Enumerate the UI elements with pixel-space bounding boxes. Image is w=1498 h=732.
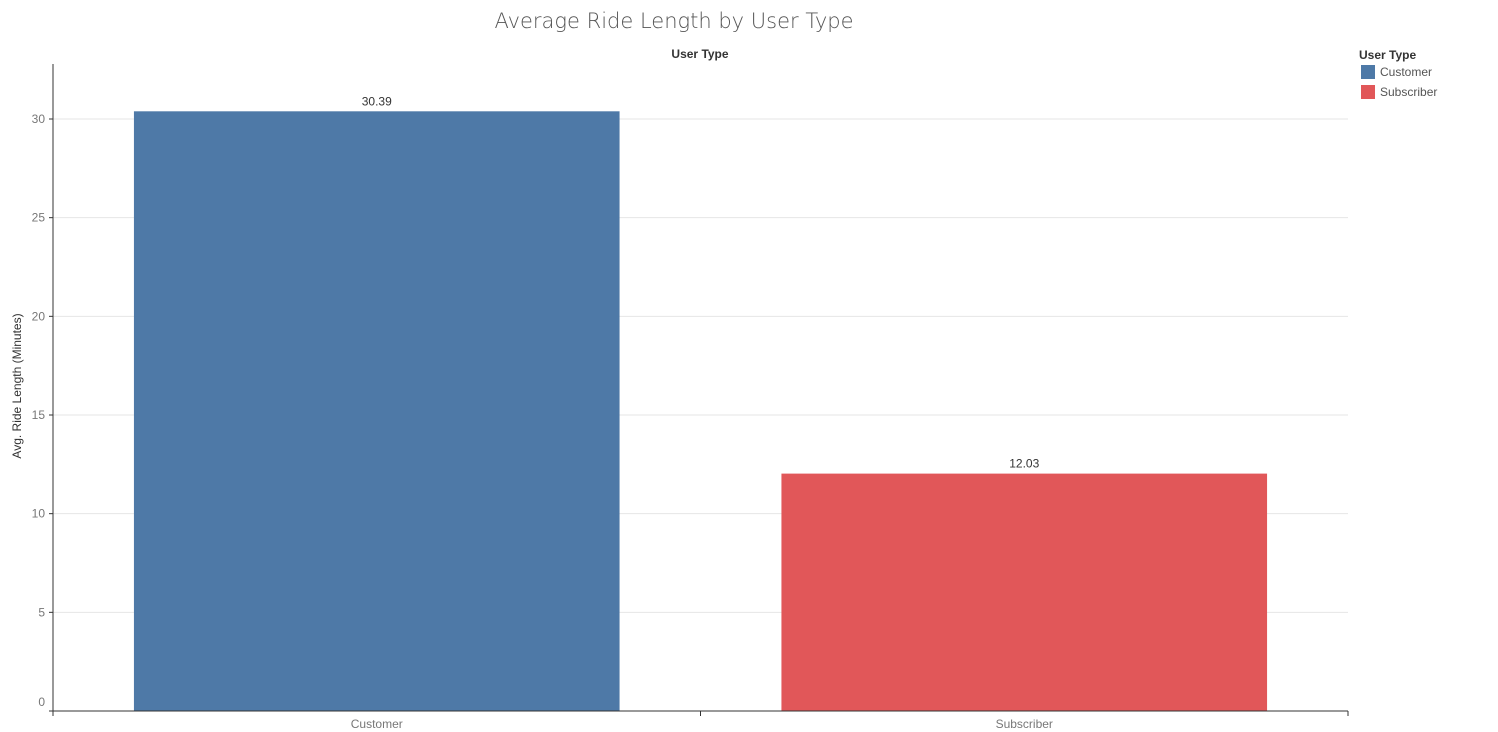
chart-title: Average Ride Length by User Type	[494, 9, 853, 33]
y-axis-ticks: 0 5 10 15 20 25 30	[32, 112, 53, 712]
data-label: 12.03	[1009, 457, 1039, 471]
legend-label[interactable]: Subscriber	[1380, 85, 1437, 99]
data-labels: 30.39 12.03	[362, 94, 1040, 470]
y-tick-label: 0	[38, 695, 45, 709]
bars	[133, 111, 1268, 711]
bar-subscriber[interactable]	[781, 473, 1268, 711]
x-tick-label: Subscriber	[996, 717, 1053, 731]
y-tick-label: 10	[32, 507, 46, 521]
y-tick-label: 15	[32, 408, 46, 422]
bar-customer[interactable]	[133, 111, 620, 711]
legend-title: User Type	[1359, 48, 1416, 62]
y-tick-label: 30	[32, 112, 46, 126]
y-tick-label: 25	[32, 211, 46, 225]
x-tick-label: Customer	[351, 717, 403, 731]
y-axis-label: Avg. Ride Length (Minutes)	[10, 313, 24, 458]
column-header: User Type	[671, 47, 728, 61]
legend-label[interactable]: Customer	[1380, 65, 1432, 79]
x-axis-ticks: Customer Subscriber	[52, 711, 1349, 731]
y-tick-label: 5	[38, 605, 45, 619]
legend-items: Customer Subscriber	[1361, 65, 1437, 99]
y-tick-label: 20	[32, 309, 46, 323]
legend[interactable]: User Type Customer Subscriber	[1359, 48, 1437, 99]
data-label: 30.39	[362, 94, 392, 108]
legend-swatch	[1361, 85, 1375, 99]
legend-swatch	[1361, 65, 1375, 79]
